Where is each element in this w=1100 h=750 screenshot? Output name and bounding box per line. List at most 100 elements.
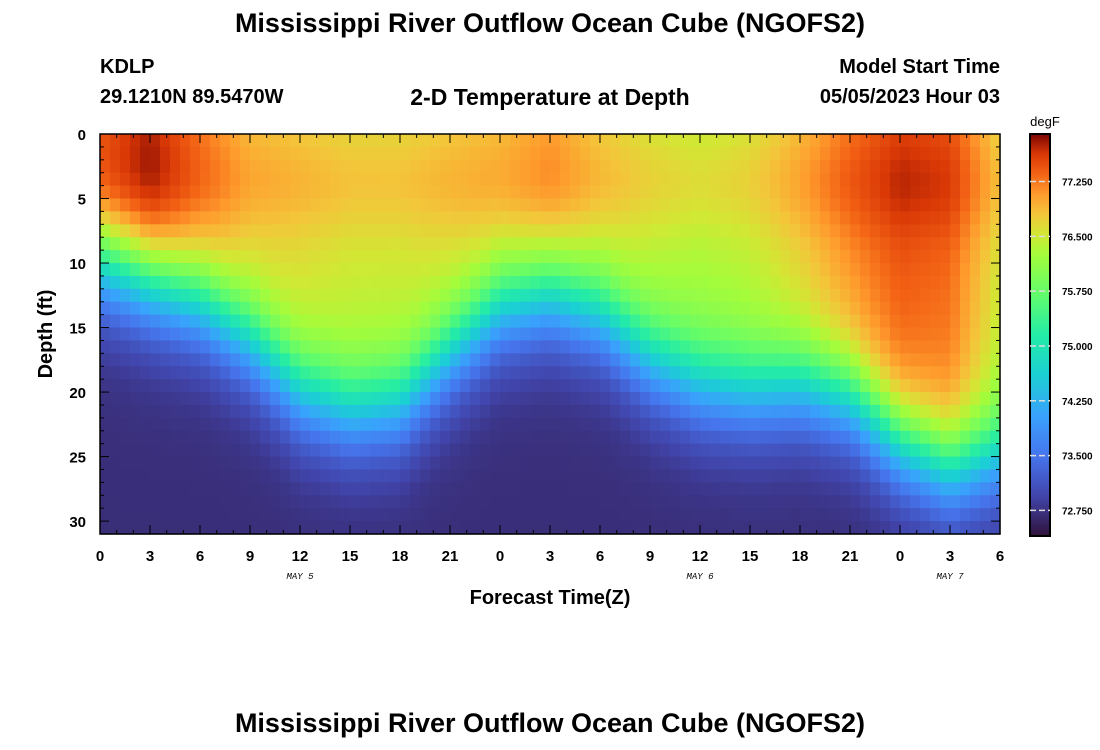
- heatmap-cell: [310, 327, 321, 342]
- heatmap-cell: [780, 495, 791, 509]
- heatmap-cell: [130, 327, 141, 342]
- heatmap-cell: [210, 404, 221, 419]
- heatmap-cells: [100, 134, 1001, 535]
- heatmap-cell: [340, 301, 351, 316]
- heatmap-cell: [360, 353, 371, 367]
- heatmap-cell: [110, 134, 121, 148]
- heatmap-cell: [830, 314, 841, 329]
- heatmap-cell: [760, 250, 771, 264]
- heatmap-cell: [600, 134, 611, 148]
- heatmap-cell: [990, 263, 1001, 277]
- heatmap-cell: [430, 443, 441, 458]
- heatmap-cell: [910, 250, 921, 264]
- heatmap-cell: [200, 172, 211, 187]
- heatmap-cell: [380, 521, 391, 535]
- heatmap-cell: [230, 288, 241, 303]
- heatmap-cell: [700, 198, 711, 213]
- heatmap-cell: [490, 404, 501, 419]
- heatmap-cell: [640, 456, 651, 471]
- heatmap-cell: [350, 521, 361, 535]
- heatmap-cell: [400, 237, 411, 251]
- heatmap-cell: [590, 211, 601, 225]
- heatmap-cell: [500, 198, 511, 213]
- heatmap-cell: [190, 353, 201, 367]
- heatmap-cell: [860, 379, 871, 393]
- heatmap-cell: [530, 340, 541, 354]
- heatmap-cell: [550, 288, 561, 303]
- heatmap-cell: [470, 495, 481, 509]
- colorbar: degF 77.25076.50075.75075.00074.25073.50…: [1029, 114, 1093, 537]
- heatmap-cell: [310, 353, 321, 367]
- heatmap-cell: [310, 430, 321, 445]
- heatmap-cell: [760, 521, 771, 535]
- heatmap-cell: [890, 392, 901, 406]
- heatmap-cell: [970, 521, 981, 535]
- heatmap-cell: [540, 185, 551, 200]
- heatmap-cell: [930, 443, 941, 458]
- heatmap-cell: [940, 327, 951, 342]
- heatmap-cell: [590, 237, 601, 251]
- heatmap-cell: [650, 417, 661, 432]
- heatmap-cell: [520, 198, 531, 213]
- heatmap-cell: [570, 237, 581, 251]
- heatmap-cell: [100, 275, 111, 290]
- heatmap-cell: [690, 521, 701, 535]
- heatmap-cell: [520, 159, 531, 174]
- heatmap-cell: [530, 443, 541, 458]
- heatmap-cell: [500, 185, 511, 200]
- heatmap-cell: [170, 327, 181, 342]
- heatmap-cell: [630, 404, 641, 419]
- heatmap-cell: [730, 430, 741, 445]
- heatmap-cell: [600, 314, 611, 329]
- heatmap-cell: [530, 146, 541, 161]
- heatmap-cell: [240, 521, 251, 535]
- heatmap-cell: [210, 288, 221, 303]
- heatmap-cell: [590, 469, 601, 483]
- heatmap-cell: [230, 250, 241, 264]
- heatmap-cell: [730, 521, 741, 535]
- heatmap-cell: [870, 146, 881, 161]
- heatmap-cell: [580, 340, 591, 354]
- heatmap-cell: [950, 508, 961, 522]
- colorbar-tick-label: 75.750: [1062, 287, 1093, 298]
- heatmap-cell: [820, 404, 831, 419]
- heatmap-cell: [390, 508, 401, 522]
- heatmap-cell: [660, 327, 671, 342]
- heatmap-cell: [710, 456, 721, 471]
- heatmap-cell: [580, 288, 591, 303]
- heatmap-cell: [660, 185, 671, 200]
- heatmap-cell: [600, 250, 611, 264]
- heatmap-cell: [340, 340, 351, 354]
- heatmap-cell: [390, 275, 401, 290]
- heatmap-cell: [240, 275, 251, 290]
- heatmap-cell: [660, 288, 671, 303]
- heatmap-cell: [520, 482, 531, 496]
- heatmap-cell: [560, 482, 571, 496]
- heatmap-cell: [730, 379, 741, 393]
- heatmap-cell: [600, 404, 611, 419]
- heatmap-cell: [710, 314, 721, 329]
- heatmap-cell: [520, 353, 531, 367]
- heatmap-cell: [490, 185, 501, 200]
- heatmap-cell: [540, 198, 551, 213]
- heatmap-cell: [630, 495, 641, 509]
- heatmap-cell: [420, 521, 431, 535]
- heatmap-cell: [810, 263, 821, 277]
- heatmap-cell: [360, 366, 371, 380]
- heatmap-cell: [740, 159, 751, 174]
- heatmap-cell: [280, 263, 291, 277]
- heatmap-cell: [950, 159, 961, 174]
- heatmap-cell: [470, 379, 481, 393]
- heatmap-cell: [550, 134, 561, 148]
- heatmap-cell: [180, 146, 191, 161]
- heatmap-cell: [750, 521, 761, 535]
- heatmap-cell: [530, 314, 541, 329]
- heatmap-cell: [280, 366, 291, 380]
- heatmap-cell: [660, 366, 671, 380]
- heatmap-cell: [100, 185, 111, 200]
- heatmap-cell: [380, 314, 391, 329]
- heatmap-cell: [810, 250, 821, 264]
- heatmap-cell: [210, 392, 221, 406]
- heatmap-cell: [140, 275, 151, 290]
- heatmap-cell: [970, 146, 981, 161]
